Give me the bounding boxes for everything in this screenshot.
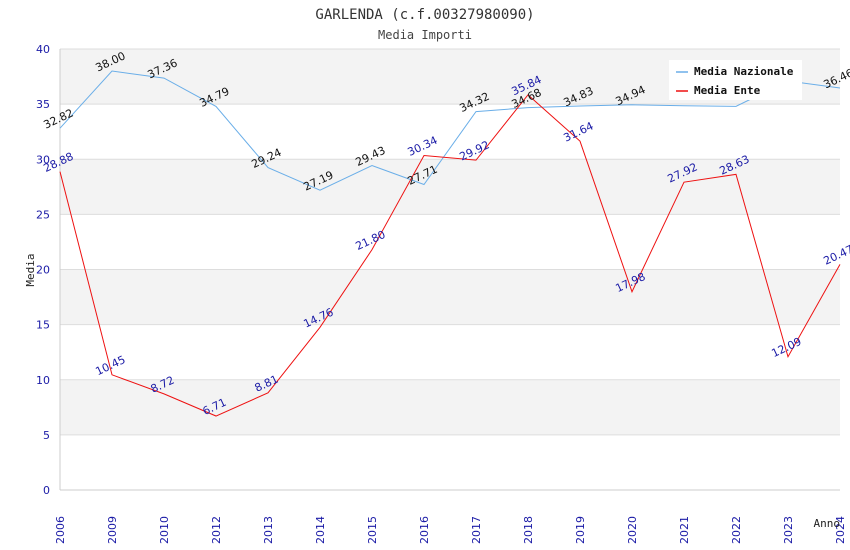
x-tick-label: 2009 (106, 516, 119, 544)
chart-subtitle: Media Importi (378, 28, 472, 42)
y-tick-label: 0 (43, 484, 50, 497)
series-lines (59, 70, 841, 417)
y-tick-label: 15 (36, 319, 50, 332)
x-tick-label: 2021 (678, 516, 691, 544)
grid-band (60, 159, 840, 215)
x-tick-label: 2010 (158, 516, 171, 544)
x-tick-label: 2015 (366, 516, 379, 544)
series-line-media-nazionale (59, 70, 841, 191)
x-tick-label: 2006 (54, 516, 67, 544)
x-tick-label: 2023 (782, 516, 795, 544)
y-tick-label: 30 (36, 153, 50, 166)
y-tick-label: 40 (36, 43, 50, 56)
legend-box (669, 60, 802, 100)
legend-label-media-ente: Media Ente (694, 84, 761, 97)
y-tick-label: 10 (36, 374, 50, 387)
grid-bands (60, 49, 840, 490)
axes (59, 49, 840, 491)
grid-band (60, 104, 840, 160)
y-tick-label: 20 (36, 264, 50, 277)
chart-title: GARLENDA (c.f.00327980090) (315, 7, 534, 23)
x-tick-label: 2013 (262, 516, 275, 544)
legend: Media Nazionale Media Ente (669, 60, 802, 100)
x-tick-label: 2014 (314, 516, 327, 544)
y-tick-label: 25 (36, 208, 50, 221)
series-line-media-ente (59, 94, 841, 417)
x-axis-label: Anno (814, 517, 841, 530)
y-axis-label: Media (24, 253, 37, 286)
y-tick-labels: 0 5 10 15 20 25 30 35 40 (36, 43, 50, 497)
y-tick-label: 5 (43, 429, 50, 442)
x-tick-label: 2018 (522, 516, 535, 544)
grid-band (60, 434, 840, 490)
grid-band (60, 214, 840, 270)
x-tick-label: 2024 (834, 516, 847, 544)
grid-band (60, 269, 840, 325)
x-tick-label: 2020 (626, 516, 639, 544)
legend-label-media-nazionale: Media Nazionale (694, 65, 794, 78)
x-tick-label: 2019 (574, 516, 587, 544)
x-tick-label: 2022 (730, 516, 743, 544)
x-tick-label: 2016 (418, 516, 431, 544)
grid-band (60, 379, 840, 435)
x-tick-labels: 2006 2009 2010 2012 2013 2014 2015 2016 2017 2018… (54, 516, 847, 544)
grid-band (60, 324, 840, 380)
x-tick-label: 2012 (210, 516, 223, 544)
y-tick-label: 35 (36, 98, 50, 111)
x-tick-label: 2017 (470, 516, 483, 544)
